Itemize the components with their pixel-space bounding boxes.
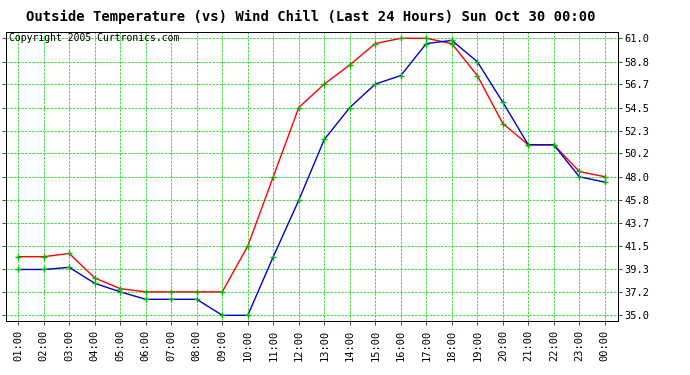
Text: Outside Temperature (vs) Wind Chill (Last 24 Hours) Sun Oct 30 00:00: Outside Temperature (vs) Wind Chill (Las… <box>26 9 595 24</box>
Text: Copyright 2005 Curtronics.com: Copyright 2005 Curtronics.com <box>8 33 179 44</box>
